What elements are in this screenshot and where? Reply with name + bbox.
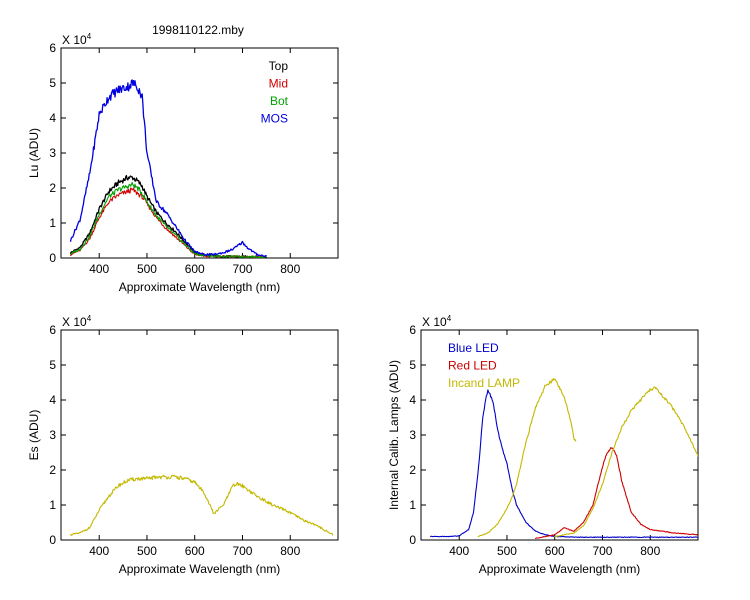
lamps-legend-red-led: Red LED (448, 359, 497, 373)
lamps-legend-incand-lamp: Incand LAMP (448, 376, 520, 390)
lu-series-bot (70, 181, 267, 258)
es-y-tick-label: 0 (49, 533, 56, 547)
lamps-y-tick-label: 2 (409, 463, 416, 477)
lu-y-tick-label: 2 (49, 181, 56, 195)
lamps-series-incand-lamp (477, 377, 577, 538)
lamps-y-tick-label: 4 (409, 393, 416, 407)
es-y-tick-label: 2 (49, 463, 56, 477)
es-y-tick-label: 5 (49, 358, 56, 372)
lu-y-axis-label: Lu (ADU) (27, 128, 41, 178)
lamps-y-tick-label: 1 (409, 498, 416, 512)
lu-legend-bot: Bot (270, 94, 289, 108)
lamps-series-line-3 (554, 386, 698, 538)
lu-y-tick-label: 3 (49, 146, 56, 160)
lu-x-axis-label: Approximate Wavelength (nm) (119, 280, 281, 294)
lamps-x-tick-label: 400 (449, 544, 469, 558)
lu-legend-mid: Mid (269, 77, 288, 91)
es-y-tick-label: 3 (49, 428, 56, 442)
lamps-x-axis-label: Approximate Wavelength (nm) (479, 562, 641, 576)
es-plot-frame (60, 329, 339, 541)
lamps-y-tick-label: 6 (409, 323, 416, 337)
lu-x-tick-label: 500 (137, 262, 157, 276)
lamps-x-tick-label: 800 (640, 544, 660, 558)
es-x-tick-label: 400 (89, 544, 109, 558)
es-chart-panel: 0 1 2 3 4 5 6 400 500 600 700 800 X 104 Approximate W… (27, 314, 339, 576)
es-x-tick-label: 500 (137, 544, 157, 558)
lamps-series-blue-led (430, 389, 698, 539)
lu-x-tick-label: 600 (185, 262, 205, 276)
es-y-tick-label: 4 (49, 393, 56, 407)
es-x-tick-label: 800 (280, 544, 300, 558)
calibration-lamps-chart-panel: 0 1 2 3 4 5 6 400 500 600 700 800 X 104 Approximate W… (387, 314, 699, 576)
lu-y-tick-label: 6 (49, 41, 56, 55)
lu-legend-mos: MOS (261, 112, 288, 126)
lamps-y-tick-label: 0 (409, 533, 416, 547)
lamps-y-tick-label: 5 (409, 358, 416, 372)
lu-x-tick-label: 700 (232, 262, 252, 276)
lu-legend-top: Top (269, 59, 289, 73)
lu-series-mos (69, 79, 267, 258)
lu-y-tick-label: 0 (49, 251, 56, 265)
lamps-series-red-led (535, 447, 698, 539)
lu-chart-panel: 0 1 2 3 4 5 6 400 500 600 700 800 X 104 Approximate W… (27, 32, 339, 294)
lu-plot-frame (60, 47, 339, 259)
es-exponent-label: X 104 (62, 314, 92, 329)
es-x-axis-label: Approximate Wavelength (nm) (119, 562, 281, 576)
lamps-x-tick-label: 700 (592, 544, 612, 558)
es-y-axis-label: Es (ADU) (27, 410, 41, 461)
lu-exponent-label: X 104 (62, 32, 92, 47)
lamps-x-tick-label: 600 (545, 544, 565, 558)
lamps-legend-blue-led: Blue LED (448, 341, 499, 355)
lu-y-tick-label: 1 (49, 216, 56, 230)
es-series-line-0 (70, 474, 334, 536)
lu-series-mid (70, 187, 267, 258)
lu-y-tick-label: 4 (49, 111, 56, 125)
es-x-tick-label: 600 (185, 544, 205, 558)
es-y-tick-label: 6 (49, 323, 56, 337)
es-x-tick-label: 700 (232, 544, 252, 558)
lu-x-tick-label: 800 (280, 262, 300, 276)
lamps-x-tick-label: 500 (497, 544, 517, 558)
lamps-y-tick-label: 3 (409, 428, 416, 442)
lamps-exponent-label: X 104 (422, 314, 452, 329)
es-y-tick-label: 1 (49, 498, 56, 512)
lu-y-tick-label: 5 (49, 76, 56, 90)
figure-title: 1998110122.mby (152, 23, 244, 37)
lu-x-tick-label: 400 (89, 262, 109, 276)
lamps-y-axis-label: Internal Calib. Lamps (ADU) (387, 360, 401, 510)
